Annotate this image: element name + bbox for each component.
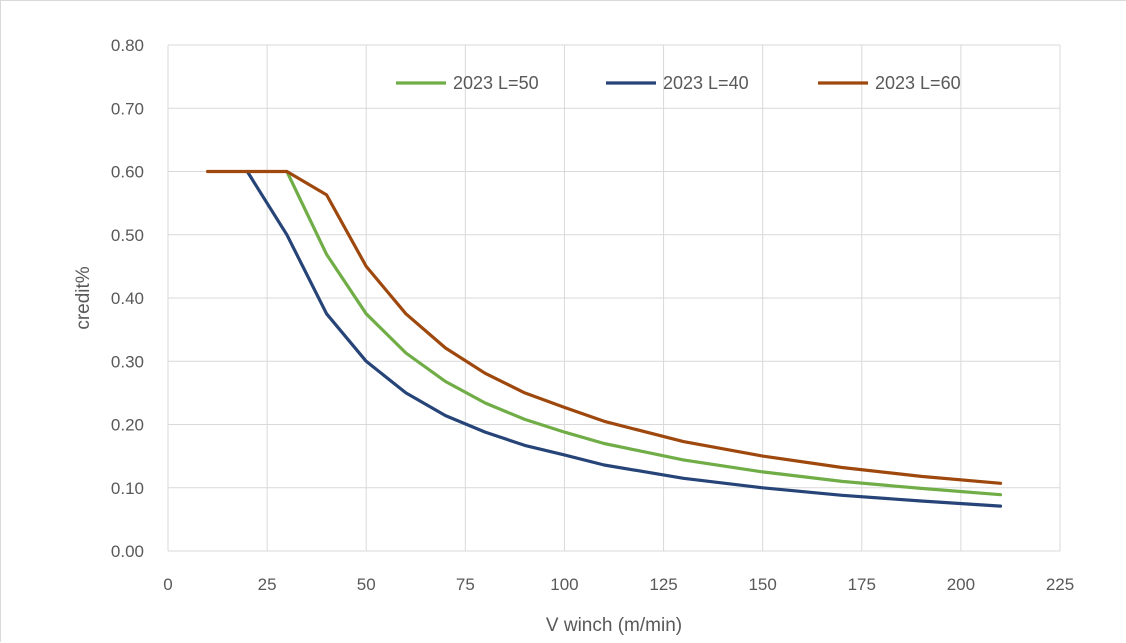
x-tick-label: 225 [1046, 575, 1074, 594]
x-tick-label: 50 [357, 575, 376, 594]
x-tick-label: 175 [848, 575, 876, 594]
x-axis-title: V winch (m/min) [546, 615, 682, 636]
x-tick-label: 125 [649, 575, 677, 594]
x-tick-label: 100 [550, 575, 578, 594]
y-tick-label: 0.50 [111, 226, 144, 245]
y-tick-label: 0.30 [111, 352, 144, 371]
series-line-2 [206, 169, 1003, 485]
series-line-0 [285, 169, 1003, 497]
x-tick-label: 25 [258, 575, 277, 594]
legend: 2023 L=50 2023 L=40 2023 L=60 [396, 73, 961, 93]
y-tick-label: 0.10 [111, 479, 144, 498]
legend-label: 2023 L=40 [663, 73, 749, 93]
y-tick-label: 0.70 [111, 99, 144, 118]
x-tick-label: 150 [748, 575, 776, 594]
series-line-1 [245, 169, 1003, 508]
legend-label: 2023 L=60 [875, 73, 961, 93]
gridlines [167, 44, 1061, 552]
x-tick-label: 0 [163, 575, 172, 594]
tick-labels: 0.00 0.10 0.20 0.30 0.40 0.50 0.60 0.70 0.80 0 25 5… [111, 36, 1074, 594]
y-tick-label: 0.20 [111, 416, 144, 435]
y-tick-label: 0.00 [111, 542, 144, 561]
y-tick-label: 0.40 [111, 289, 144, 308]
y-axis-title: credit% [73, 266, 94, 329]
series-lines [206, 169, 1003, 508]
y-tick-label: 0.60 [111, 163, 144, 182]
legend-label: 2023 L=50 [453, 73, 539, 93]
x-tick-label: 75 [456, 575, 475, 594]
x-tick-label: 200 [947, 575, 975, 594]
y-tick-label: 0.80 [111, 36, 144, 55]
